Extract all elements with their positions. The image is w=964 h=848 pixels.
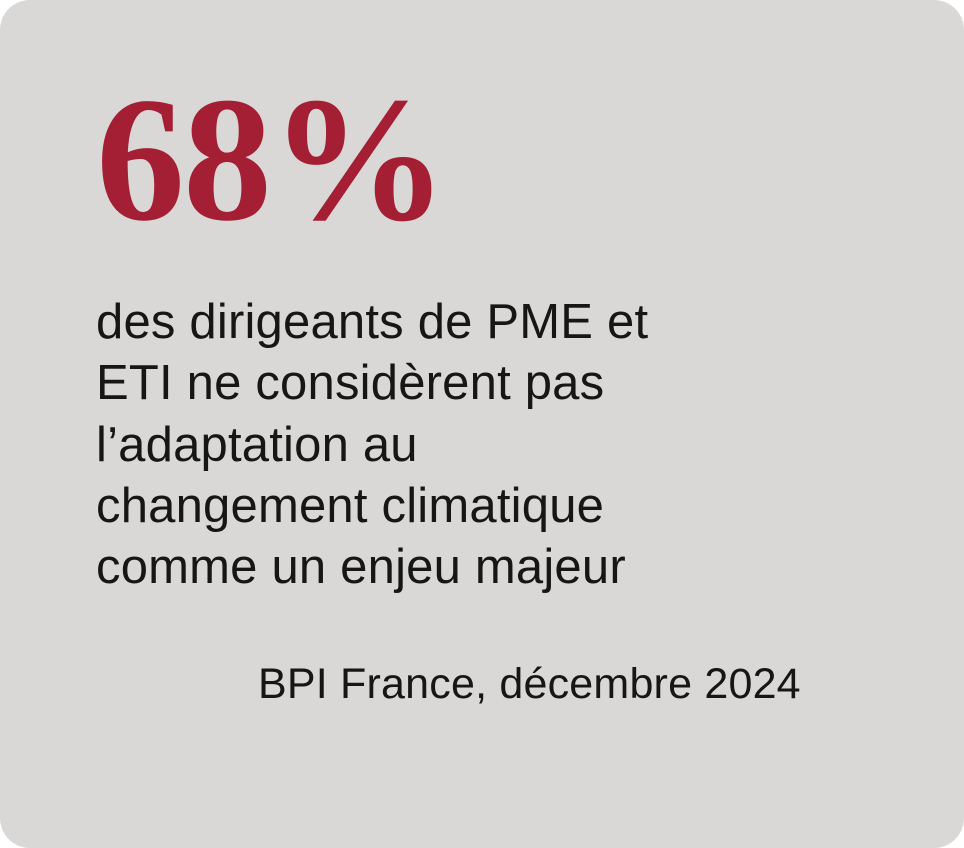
stat-value: 68%	[96, 60, 448, 258]
stat-description-line: changement climatique	[96, 478, 605, 533]
stat-description-line: des dirigeants de PME et	[96, 295, 649, 349]
source-attribution: BPI France, décembre 2024	[258, 660, 801, 709]
stat-description-line: comme un enjeu majeur	[96, 540, 626, 594]
stat-description-line: ETI ne considèrent pas	[96, 356, 605, 411]
stat-description-line: l’adaptation au	[96, 417, 418, 472]
stat-description: des dirigeants de PME et ETI ne considèr…	[96, 292, 904, 598]
